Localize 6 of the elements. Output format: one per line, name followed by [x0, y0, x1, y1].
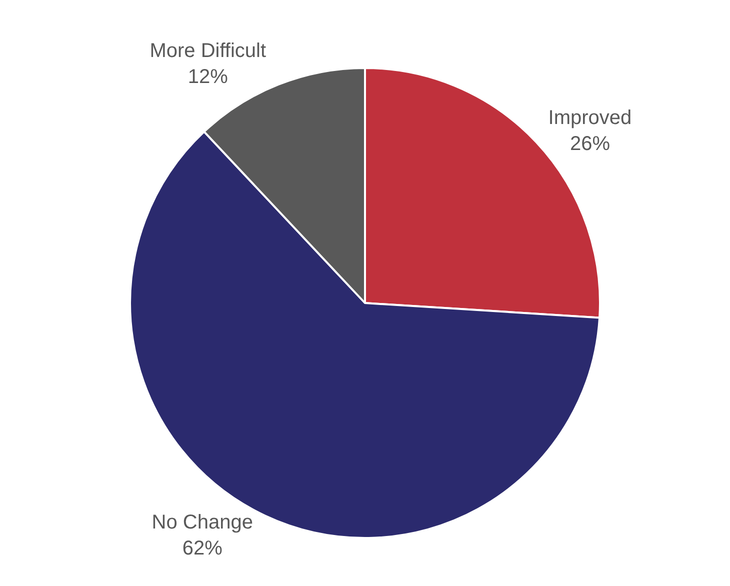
data-label: 12%: [188, 66, 228, 88]
data-label: 26%: [570, 132, 610, 155]
slice-label: More Difficult: [150, 40, 266, 62]
slice-label: Improved: [548, 106, 632, 129]
slice-label: No Change: [152, 511, 253, 534]
data-label: 62%: [182, 537, 223, 560]
